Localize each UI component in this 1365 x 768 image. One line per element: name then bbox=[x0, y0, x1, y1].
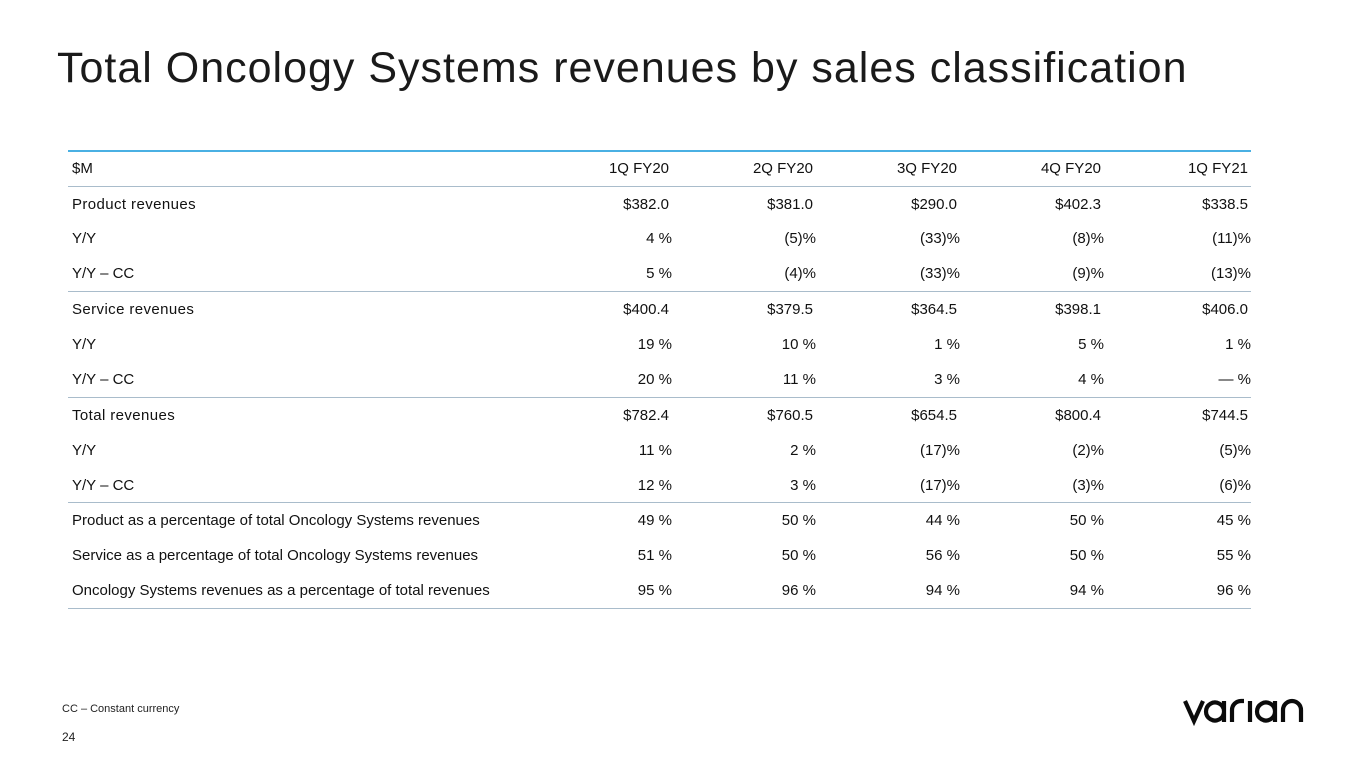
page-number: 24 bbox=[62, 730, 76, 744]
table-cell: 12 % bbox=[637, 476, 672, 494]
row-label: Y/Y bbox=[72, 441, 97, 459]
table-row: Oncology Systems revenues as a percentag… bbox=[68, 573, 1251, 609]
table-cell: $400.4 bbox=[623, 301, 669, 319]
footnote: CC – Constant currency bbox=[62, 703, 180, 715]
table-cell: 96 % bbox=[781, 582, 816, 600]
table-cell: 49 % bbox=[637, 512, 672, 530]
table-row: Y/Y – CC 12 % 3 % (17)% (3)% (6)% bbox=[68, 468, 1251, 503]
table-cell: (33)% bbox=[919, 265, 960, 283]
row-label: Y/Y – CC bbox=[72, 370, 135, 388]
column-header: 2Q FY20 bbox=[752, 160, 813, 178]
table-cell: $382.0 bbox=[623, 195, 669, 213]
table-cell: $364.5 bbox=[911, 301, 957, 319]
row-label: Total revenues bbox=[72, 406, 176, 424]
page-title: Total Oncology Systems revenues by sales… bbox=[57, 44, 1188, 92]
table-cell: (2)% bbox=[1072, 441, 1104, 459]
table-cell: 3 % bbox=[934, 370, 960, 388]
row-label: Product as a percentage of total Oncolog… bbox=[72, 512, 480, 530]
column-header: 1Q FY20 bbox=[608, 160, 669, 178]
table-cell: 94 % bbox=[925, 582, 960, 600]
table-cell: (13)% bbox=[1210, 265, 1251, 283]
table-header-row: $M 1Q FY20 2Q FY20 3Q FY20 4Q FY20 1Q FY… bbox=[68, 151, 1251, 187]
table-cell: (4)% bbox=[784, 265, 816, 283]
table-row: Y/Y – CC 20 % 11 % 3 % 4 % — % bbox=[68, 362, 1251, 398]
table-row: Service as a percentage of total Oncolog… bbox=[68, 538, 1251, 573]
table-row: Y/Y 11 % 2 % (17)% (2)% (5)% bbox=[68, 433, 1251, 468]
table-cell: 10 % bbox=[781, 336, 816, 354]
revenue-table: $M 1Q FY20 2Q FY20 3Q FY20 4Q FY20 1Q FY… bbox=[68, 150, 1251, 609]
table-cell: (17)% bbox=[919, 476, 960, 494]
table-cell: 5 % bbox=[1078, 336, 1104, 354]
column-header: $M bbox=[72, 160, 93, 178]
table-cell: $402.3 bbox=[1055, 195, 1101, 213]
table-cell: $654.5 bbox=[911, 406, 957, 424]
table-cell: 94 % bbox=[1069, 582, 1104, 600]
table-cell: (17)% bbox=[919, 441, 960, 459]
table-cell: 19 % bbox=[637, 336, 672, 354]
table-cell: 1 % bbox=[1225, 336, 1251, 354]
table-cell: 96 % bbox=[1216, 582, 1251, 600]
table-cell: 4 % bbox=[1078, 370, 1104, 388]
column-header: 4Q FY20 bbox=[1040, 160, 1101, 178]
table-cell: (33)% bbox=[919, 230, 960, 248]
table-row: Service revenues $400.4 $379.5 $364.5 $3… bbox=[68, 292, 1251, 327]
table-cell: (6)% bbox=[1219, 476, 1251, 494]
row-label: Service as a percentage of total Oncolog… bbox=[72, 547, 479, 565]
table-cell: 44 % bbox=[925, 512, 960, 530]
table-cell: 50 % bbox=[781, 512, 816, 530]
table-row: Y/Y 19 % 10 % 1 % 5 % 1 % bbox=[68, 327, 1251, 362]
table-cell: — % bbox=[1218, 370, 1251, 388]
table-cell: $290.0 bbox=[911, 195, 957, 213]
table-cell: 50 % bbox=[1069, 547, 1104, 565]
table-cell: 5 % bbox=[646, 265, 672, 283]
table-cell: (5)% bbox=[784, 230, 816, 248]
table-cell: $782.4 bbox=[623, 406, 669, 424]
table-cell: 11 % bbox=[638, 441, 672, 459]
table-row: Product revenues $382.0 $381.0 $290.0 $4… bbox=[68, 186, 1251, 221]
table-row: Product as a percentage of total Oncolog… bbox=[68, 503, 1251, 538]
table-cell: 4 % bbox=[646, 230, 672, 248]
table-cell: 56 % bbox=[925, 547, 960, 565]
table-cell: $381.0 bbox=[767, 195, 813, 213]
table-cell: 11 % bbox=[782, 370, 816, 388]
table-cell: (8)% bbox=[1072, 230, 1104, 248]
table-cell: 1 % bbox=[934, 336, 960, 354]
table-cell: $338.5 bbox=[1202, 195, 1248, 213]
table-cell: (5)% bbox=[1219, 441, 1251, 459]
table-cell: $398.1 bbox=[1055, 301, 1101, 319]
column-header: 1Q FY21 bbox=[1187, 160, 1248, 178]
table-cell: $379.5 bbox=[767, 301, 813, 319]
row-label: Oncology Systems revenues as a percentag… bbox=[72, 582, 490, 600]
table-cell: 50 % bbox=[781, 547, 816, 565]
table-cell: 95 % bbox=[637, 582, 672, 600]
varian-logo bbox=[1183, 698, 1304, 727]
row-label: Product revenues bbox=[72, 195, 196, 213]
row-label: Service revenues bbox=[72, 301, 195, 319]
table-row: Total revenues $782.4 $760.5 $654.5 $800… bbox=[68, 397, 1251, 432]
row-label: Y/Y – CC bbox=[72, 476, 135, 494]
table-cell: 20 % bbox=[637, 370, 672, 388]
table-cell: (11)% bbox=[1212, 230, 1251, 248]
row-label: Y/Y bbox=[72, 230, 97, 248]
table-row: Y/Y – CC 5 % (4)% (33)% (9)% (13)% bbox=[68, 257, 1251, 292]
table-cell: $760.5 bbox=[767, 406, 813, 424]
table-cell: $744.5 bbox=[1202, 406, 1248, 424]
table-cell: 51 % bbox=[637, 547, 672, 565]
table-cell: 55 % bbox=[1216, 547, 1251, 565]
table-cell: $406.0 bbox=[1202, 301, 1248, 319]
row-label: Y/Y bbox=[72, 336, 97, 354]
table-cell: 45 % bbox=[1216, 512, 1251, 530]
table-cell: 50 % bbox=[1069, 512, 1104, 530]
table-cell: (9)% bbox=[1072, 265, 1104, 283]
table-cell: 2 % bbox=[790, 441, 816, 459]
table-row: Y/Y 4 % (5)% (33)% (8)% (11)% bbox=[68, 221, 1251, 256]
row-label: Y/Y – CC bbox=[72, 265, 135, 283]
column-header: 3Q FY20 bbox=[896, 160, 957, 178]
table-cell: (3)% bbox=[1072, 476, 1104, 494]
table-cell: $800.4 bbox=[1055, 406, 1101, 424]
table-cell: 3 % bbox=[790, 476, 816, 494]
